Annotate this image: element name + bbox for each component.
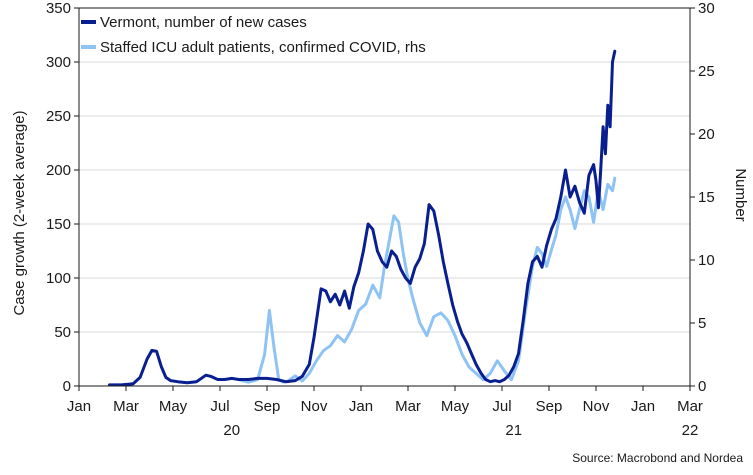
x-tick-label: Nov [583, 398, 610, 415]
x-tick-label: Sep [536, 398, 563, 415]
x-tick-label: May [159, 398, 188, 415]
right-tick-label: 5 [698, 315, 706, 332]
x-tick-label: Sep [254, 398, 281, 415]
year-label: 22 [682, 422, 699, 439]
x-tick-label: Jan [349, 398, 373, 415]
legend-label-icu: Staffed ICU adult patients, confirmed CO… [100, 39, 426, 56]
source-note: Source: Macrobond and Nordea [572, 451, 743, 465]
right-axis-ticks: 0 5 10 15 20 25 30 [698, 0, 715, 395]
year-label: 21 [505, 422, 522, 439]
right-tick-label: 25 [698, 63, 715, 80]
x-tick-label: Jul [210, 398, 229, 415]
right-tick-label: 0 [698, 378, 706, 395]
left-axis-title: Case growth (2-week average) [11, 110, 28, 315]
left-tick-label: 0 [63, 378, 71, 395]
x-tick-label: Jul [492, 398, 511, 415]
right-tick-label: 20 [698, 126, 715, 143]
x-tick-label: Mar [395, 398, 421, 415]
left-tick-label: 150 [46, 216, 71, 233]
gridlines [79, 7, 690, 333]
right-tick-label: 10 [698, 252, 715, 269]
right-tick-label: 30 [698, 0, 715, 17]
left-tick-label: 50 [54, 324, 71, 341]
left-tick-label: 100 [46, 270, 71, 287]
tick-marks [74, 7, 695, 391]
x-tick-label: May [441, 398, 470, 415]
x-tick-label: Jan [631, 398, 655, 415]
right-axis-title: Number [732, 168, 749, 221]
left-tick-label: 250 [46, 108, 71, 125]
series-line-icu-patients [237, 176, 617, 384]
x-tick-label: Mar [677, 398, 703, 415]
year-labels: 20 21 22 [223, 422, 698, 439]
left-axis-ticks: 0 50 100 150 200 250 300 350 [46, 0, 71, 395]
series-line-vermont-cases [108, 49, 617, 387]
x-tick-label: Jan [67, 398, 91, 415]
left-tick-label: 200 [46, 162, 71, 179]
x-tick-label: Nov [301, 398, 328, 415]
legend: Vermont, number of new cases Staffed ICU… [81, 14, 426, 56]
x-axis-ticks: Jan Mar May Jul Sep Nov Jan Mar May Jul Sep Nov Jan M… [67, 398, 703, 415]
right-tick-label: 15 [698, 189, 715, 206]
series-layer [108, 49, 617, 387]
left-tick-label: 300 [46, 54, 71, 71]
year-label: 20 [223, 422, 240, 439]
x-tick-label: Mar [113, 398, 139, 415]
left-tick-label: 350 [46, 0, 71, 17]
legend-label-cases: Vermont, number of new cases [100, 14, 307, 31]
